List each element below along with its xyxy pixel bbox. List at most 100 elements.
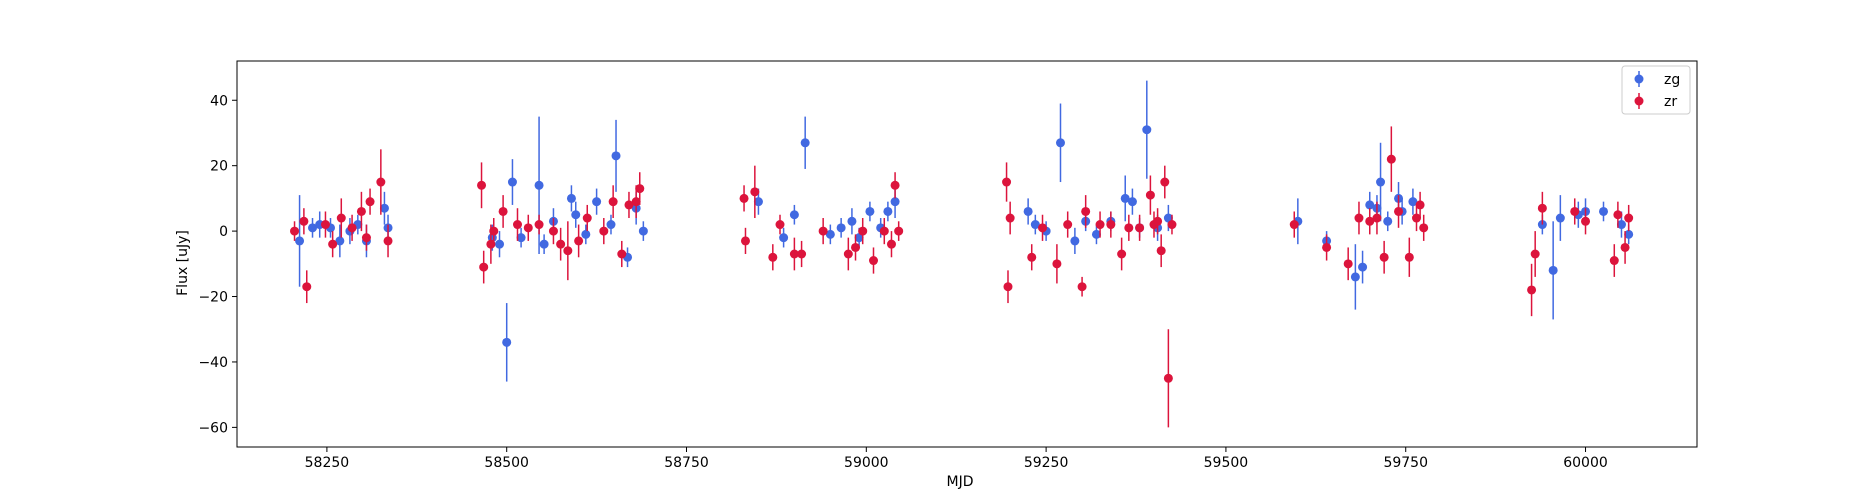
- data-point: [1365, 200, 1375, 210]
- data-point: [534, 180, 544, 190]
- data-point: [890, 180, 900, 190]
- data-point: [516, 233, 526, 243]
- data-point: [1095, 220, 1105, 230]
- data-point: [617, 249, 627, 259]
- data-point: [539, 239, 549, 249]
- x-tick-label: 58500: [484, 455, 529, 471]
- data-point: [336, 213, 346, 223]
- data-point: [1027, 252, 1037, 262]
- data-point: [800, 138, 810, 148]
- plot-area: [290, 80, 1634, 428]
- data-point: [1358, 262, 1368, 272]
- data-point: [365, 197, 375, 207]
- data-point: [1365, 216, 1375, 226]
- data-point: [1160, 177, 1170, 187]
- data-point: [574, 236, 584, 246]
- data-point: [320, 220, 330, 230]
- data-point: [1379, 252, 1389, 262]
- data-point: [1002, 177, 1012, 187]
- x-tick-label: 58250: [305, 455, 350, 471]
- data-point: [1005, 213, 1015, 223]
- data-point: [1412, 213, 1422, 223]
- data-point: [1394, 206, 1404, 216]
- data-point: [1070, 236, 1080, 246]
- data-point: [843, 249, 853, 259]
- data-point: [379, 203, 389, 213]
- data-point: [1376, 177, 1386, 187]
- data-point: [635, 184, 645, 194]
- y-tick-label: 0: [219, 224, 228, 240]
- data-point: [1354, 213, 1364, 223]
- data-point: [1063, 220, 1073, 230]
- data-point: [1570, 206, 1580, 216]
- x-tick-label: 59500: [1204, 455, 1249, 471]
- data-point: [1145, 190, 1155, 200]
- legend: zg zr: [1621, 65, 1691, 115]
- data-point: [858, 226, 868, 236]
- data-point: [1142, 125, 1152, 135]
- data-point: [789, 249, 799, 259]
- data-point: [1052, 259, 1062, 269]
- data-point: [836, 223, 846, 233]
- legend-marker: [1634, 74, 1644, 84]
- data-point: [1613, 210, 1623, 220]
- data-point: [599, 226, 609, 236]
- data-point: [479, 262, 489, 272]
- data-point: [779, 233, 789, 243]
- data-point: [797, 249, 807, 259]
- y-tick-label: −40: [198, 355, 228, 371]
- legend-marker: [1634, 96, 1644, 106]
- x-tick-label: 58750: [664, 455, 709, 471]
- data-point: [1135, 223, 1145, 233]
- data-point: [1167, 220, 1177, 230]
- data-point: [1077, 282, 1087, 292]
- data-point: [1415, 200, 1425, 210]
- data-point: [1383, 216, 1393, 226]
- x-tick-label: 59250: [1024, 455, 1069, 471]
- data-point: [631, 197, 641, 207]
- data-point: [1003, 282, 1013, 292]
- data-point: [894, 226, 904, 236]
- data-point: [1581, 216, 1591, 226]
- x-tick-label: 59000: [844, 455, 889, 471]
- data-point: [865, 206, 875, 216]
- data-point: [1030, 220, 1040, 230]
- data-point: [1091, 229, 1101, 239]
- data-point: [1038, 223, 1048, 233]
- data-point: [328, 239, 338, 249]
- data-point: [1620, 242, 1630, 252]
- x-tick-label: 60000: [1563, 455, 1608, 471]
- data-point: [566, 193, 576, 203]
- data-point: [1372, 213, 1382, 223]
- data-point: [789, 210, 799, 220]
- x-axis-label: MJD: [947, 474, 974, 490]
- data-point: [571, 210, 581, 220]
- x-tick-label: 59750: [1383, 455, 1428, 471]
- data-point: [477, 180, 487, 190]
- data-point: [638, 226, 648, 236]
- data-point: [512, 220, 522, 230]
- data-point: [302, 282, 312, 292]
- data-point: [295, 236, 305, 246]
- data-point: [563, 246, 573, 256]
- data-point: [1163, 373, 1173, 383]
- y-axis-label: Flux [uJy]: [175, 230, 191, 296]
- data-point: [1537, 203, 1547, 213]
- data-point: [582, 213, 592, 223]
- data-point: [335, 236, 345, 246]
- data-point: [775, 220, 785, 230]
- data-point: [361, 233, 371, 243]
- data-point: [507, 177, 517, 187]
- legend-label: zg: [1664, 72, 1680, 88]
- data-point: [847, 216, 857, 226]
- data-point: [1124, 223, 1134, 233]
- data-point: [495, 239, 505, 249]
- data-point: [886, 239, 896, 249]
- data-point: [1055, 138, 1065, 148]
- y-tick-label: −20: [198, 290, 228, 306]
- legend-label: zr: [1664, 94, 1677, 110]
- data-point: [851, 242, 861, 252]
- data-point: [1404, 252, 1414, 262]
- data-point: [1555, 213, 1565, 223]
